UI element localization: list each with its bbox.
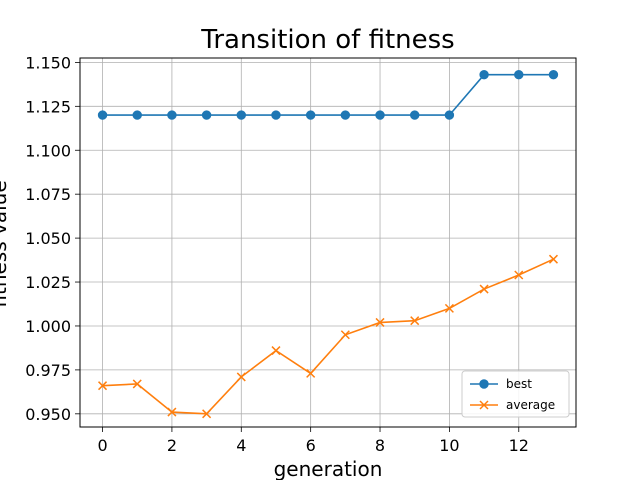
x-marker-stroke (479, 400, 489, 410)
x-marker-stroke (444, 303, 454, 313)
data-point-best (132, 110, 142, 120)
x-marker-stroke (340, 330, 350, 340)
data-point-best (305, 110, 316, 120)
data-point-average (98, 381, 108, 391)
data-point-average (271, 346, 281, 356)
x-marker-stroke (202, 409, 212, 419)
legend-label: average (506, 398, 555, 412)
series-average (98, 254, 558, 419)
data-point-best (444, 110, 455, 120)
data-point-average (479, 284, 489, 294)
chart-title: Transition of fitness (200, 25, 454, 55)
x-tick-label: 10 (439, 436, 459, 455)
series-line-average (102, 258, 554, 415)
data-point-average (236, 372, 246, 382)
y-tick-label: 1.075 (25, 185, 71, 204)
data-point-average (202, 409, 212, 419)
data-point-best (167, 110, 177, 120)
y-tick-label: 1.025 (25, 273, 71, 292)
data-point-average (167, 407, 177, 417)
x-marker-stroke (98, 381, 108, 391)
data-point-best (548, 69, 559, 80)
x-axis-label: generation (274, 457, 383, 480)
y-tick-label: 1.000 (25, 317, 71, 336)
legend-item-average: average (470, 398, 555, 412)
x-tick-label: 2 (167, 436, 177, 455)
x-tick-label: 12 (509, 436, 529, 455)
x-tick-label: 4 (236, 436, 246, 455)
x-marker-stroke (271, 346, 281, 356)
data-point-best (340, 110, 351, 120)
y-tick-label: 1.100 (25, 141, 71, 160)
x-marker-stroke (132, 379, 142, 389)
x-marker-stroke (236, 372, 246, 382)
data-point-best (97, 110, 108, 120)
data-point-average (548, 254, 558, 264)
data-point-best (271, 110, 281, 120)
x-marker-stroke (479, 284, 489, 294)
data-point-best (410, 110, 420, 120)
legend: best average (461, 370, 570, 418)
x-marker-stroke (375, 317, 385, 327)
x-tick-label: 0 (97, 436, 107, 455)
data-point-average (444, 303, 454, 313)
x-marker-stroke (514, 270, 524, 280)
data-point-average (514, 270, 524, 280)
x-axis-ticks: 0 2 4 6 8 10 12 (97, 427, 529, 455)
data-point-best (514, 69, 524, 80)
legend-item-best: best (470, 377, 532, 391)
data-point-average (410, 316, 420, 326)
x-marker-stroke (548, 254, 558, 264)
x-marker-stroke (306, 368, 316, 378)
data-point-best (236, 110, 246, 120)
data-point-best (479, 69, 489, 80)
y-tick-label: 0.975 (25, 361, 71, 380)
series-best (97, 69, 559, 120)
y-axis-ticks: 0.950 0.975 1.000 1.025 1.050 1.075 1.100 1.125… (25, 53, 80, 424)
y-tick-label: 1.050 (25, 229, 71, 248)
y-axis-label: fitness value (0, 180, 11, 307)
plot-area-frame (79, 57, 577, 428)
data-point-average (340, 330, 350, 340)
legend-marker (479, 400, 489, 410)
data-point-best (201, 110, 212, 120)
x-tick-label: 6 (306, 436, 316, 455)
data-point-average (375, 317, 385, 327)
data-point-average (306, 368, 316, 378)
y-tick-label: 1.150 (25, 53, 71, 72)
x-marker-stroke (167, 407, 177, 417)
legend-label: best (506, 377, 532, 391)
series-line-best (102, 73, 554, 116)
series-layer (97, 69, 559, 419)
legend-marker (479, 379, 489, 389)
data-point-best (375, 110, 385, 120)
x-marker-stroke (410, 316, 420, 326)
y-tick-label: 0.950 (25, 405, 71, 424)
data-point-average (132, 379, 142, 389)
x-tick-label: 8 (375, 436, 385, 455)
y-tick-label: 1.125 (25, 97, 71, 116)
